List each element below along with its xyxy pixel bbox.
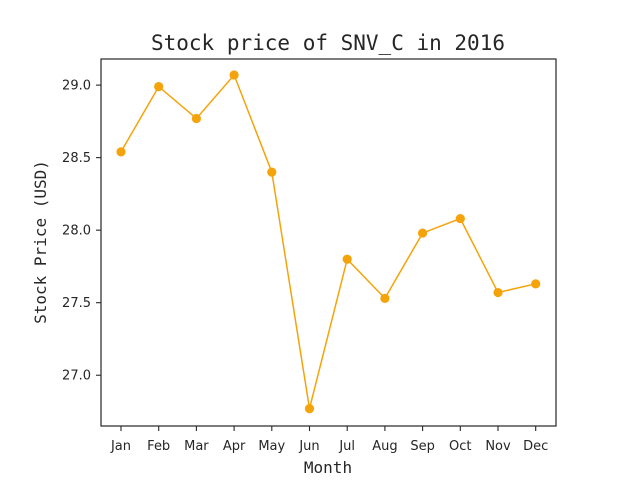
data-point-nov — [493, 287, 503, 298]
y-tick-label: 28.0 — [62, 224, 91, 239]
x-tick-label: May — [258, 439, 285, 454]
y-axis: 27.0 27.5 28.0 28.5 29.0 — [62, 79, 101, 384]
data-point-oct — [455, 213, 465, 224]
y-tick-label: 27.5 — [62, 296, 91, 311]
series-layer — [116, 70, 541, 414]
x-tick-label: Jan — [110, 439, 131, 454]
y-tick-label: 29.0 — [62, 79, 91, 94]
data-point-apr — [229, 70, 239, 80]
data-point-mar — [191, 113, 201, 124]
data-point-jun — [304, 403, 315, 414]
x-tick-label: Feb — [147, 439, 170, 454]
data-point-jul — [342, 254, 352, 264]
chart-title: Stock price of SNV_C in 2016 — [151, 31, 505, 55]
data-point-sep — [418, 228, 428, 238]
y-tick-label: 27.0 — [62, 369, 91, 384]
plot-frame — [100, 58, 557, 427]
data-point-may — [267, 167, 277, 177]
x-tick-label: Mar — [184, 439, 209, 454]
x-axis-label: Month — [304, 458, 352, 477]
y-axis-label: Stock Price (USD) — [31, 160, 50, 324]
x-tick-label: Jul — [338, 439, 355, 454]
data-point-dec — [531, 279, 541, 289]
x-tick-label: Nov — [485, 439, 511, 454]
x-tick-label: Oct — [449, 439, 471, 454]
data-point-jan — [116, 147, 126, 157]
x-tick-label: Dec — [523, 439, 548, 454]
x-tick-label: Aug — [372, 439, 397, 454]
y-tick-label: 28.5 — [62, 151, 91, 166]
series-line — [120, 73, 536, 409]
x-tick-label: Jun — [298, 439, 319, 454]
plot-area — [100, 58, 557, 427]
x-axis: Jan Feb Mar Apr May Jun Jul Aug Sep Oct Nov Dec — [110, 426, 548, 454]
x-tick-label: Sep — [410, 439, 435, 454]
data-point-feb — [154, 81, 164, 92]
x-tick-label: Apr — [223, 439, 246, 454]
data-point-aug — [380, 293, 390, 303]
